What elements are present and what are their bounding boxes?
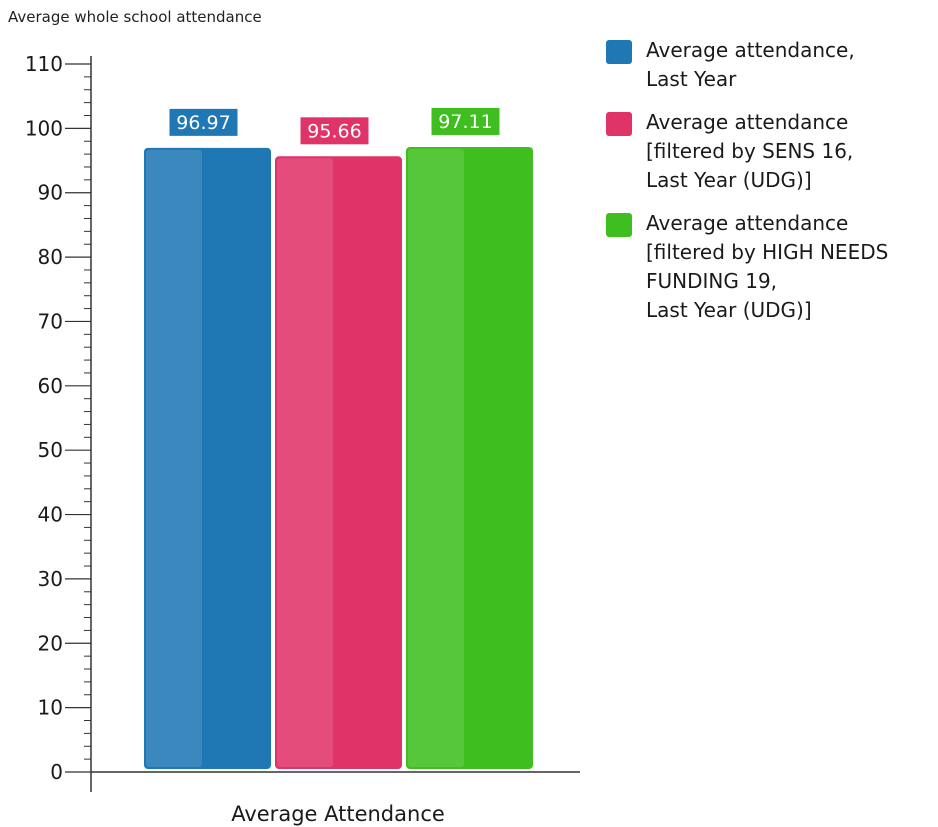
y-tick-label: 30 [38, 567, 63, 591]
legend-label: Last Year (UDG)] [646, 166, 936, 195]
bar-highlight [277, 158, 333, 767]
legend-swatch [606, 40, 632, 64]
legend-swatch [606, 112, 632, 136]
y-tick-label: 80 [38, 245, 63, 269]
x-axis-label: Average Attendance [231, 802, 445, 826]
y-tick-label: 90 [38, 181, 63, 205]
legend-label: Last Year [646, 65, 936, 94]
bar-highlight [408, 149, 464, 767]
legend-label: Average attendance [646, 209, 936, 238]
y-tick-label: 40 [38, 503, 63, 527]
y-tick-label: 20 [38, 631, 63, 655]
legend-label: [filtered by SENS 16, [646, 137, 936, 166]
bar-highlight [146, 150, 202, 767]
bar-chart: 0 10 20 30 40 50 60 70 80 90 100 110 96.97 95.66 97.11… [0, 0, 600, 827]
legend-label: Average attendance, [646, 36, 936, 65]
y-tick-label: 50 [38, 438, 63, 462]
y-tick-label: 10 [38, 696, 63, 720]
y-tick-label: 110 [25, 52, 63, 76]
data-label: 97.11 [438, 111, 492, 133]
legend-label: Average attendance [646, 108, 936, 137]
y-tick-label: 100 [25, 116, 63, 140]
legend-label: FUNDING 19, [646, 267, 936, 296]
data-label: 96.97 [176, 112, 230, 134]
legend-swatch [606, 213, 632, 237]
legend: Average attendance,Last YearAverage atte… [606, 36, 936, 339]
legend-item: Average attendance[filtered by SENS 16,L… [606, 108, 936, 195]
y-tick-label: 60 [38, 374, 63, 398]
y-tick-label: 0 [50, 760, 63, 784]
legend-item: Average attendance,Last Year [606, 36, 936, 94]
legend-label: Last Year (UDG)] [646, 296, 936, 325]
legend-label: [filtered by HIGH NEEDS [646, 238, 936, 267]
legend-item: Average attendance[filtered by HIGH NEED… [606, 209, 936, 325]
y-tick-label: 70 [38, 309, 63, 333]
data-label: 95.66 [307, 120, 361, 142]
